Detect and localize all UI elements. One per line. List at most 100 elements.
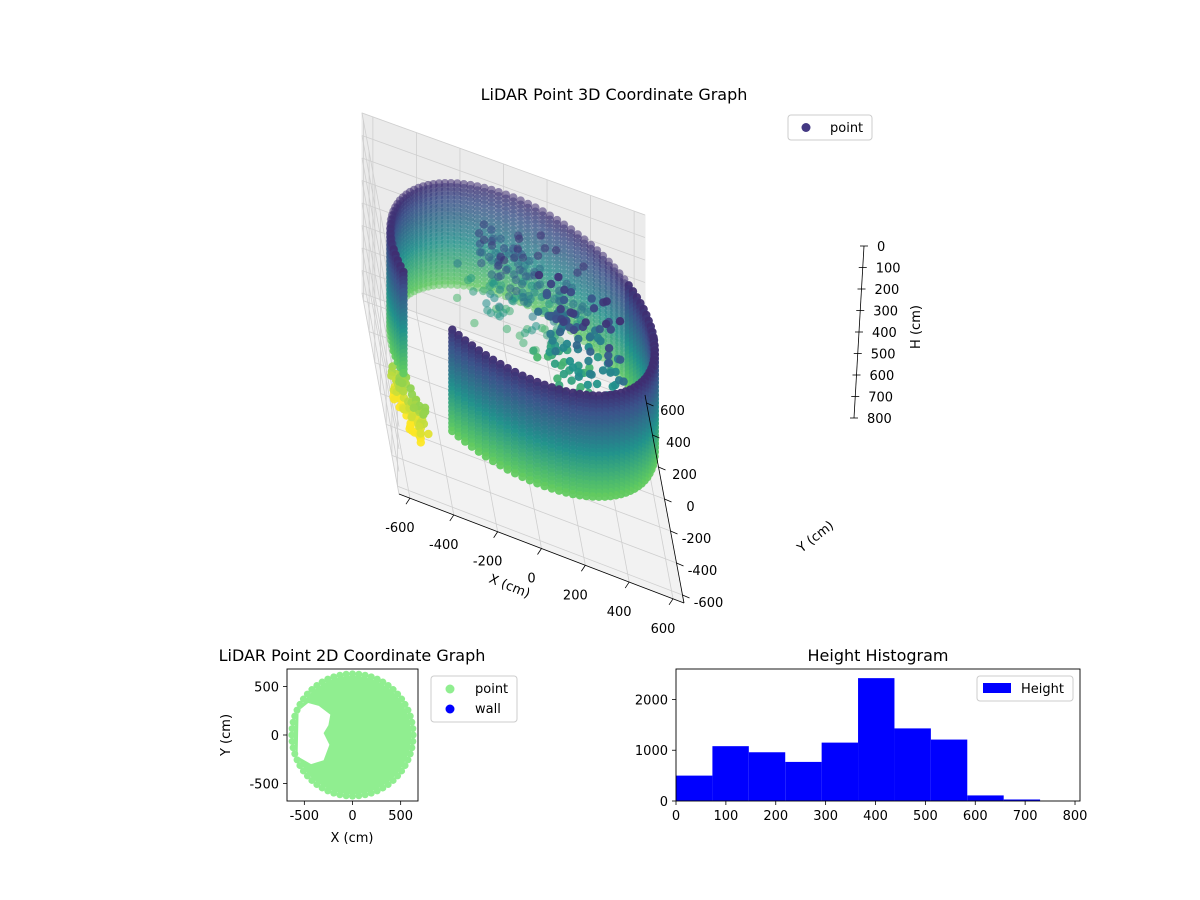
point-3d	[595, 325, 604, 334]
point-3d	[407, 412, 416, 422]
point-3d	[454, 432, 463, 441]
z-tick-label: 300	[873, 305, 898, 320]
point-3d	[553, 374, 562, 383]
y-tick-label: 0	[271, 729, 279, 744]
point-3d	[511, 275, 521, 285]
point-3d	[474, 447, 484, 456]
point-3d	[601, 319, 611, 329]
chart-2d-legend-point-marker	[445, 684, 455, 694]
z-tick-label: 400	[872, 326, 897, 341]
point-3d	[573, 268, 582, 277]
point-3d	[399, 368, 408, 378]
point-3d	[479, 220, 488, 229]
point-3d	[568, 489, 578, 499]
point-3d	[461, 437, 470, 446]
x-tick-label: 0	[348, 809, 356, 824]
y-tick-mark	[682, 594, 690, 599]
chart-3d-legend: point	[787, 114, 873, 141]
point-2d	[406, 712, 414, 720]
point-3d	[520, 328, 530, 338]
point-3d	[588, 492, 597, 501]
point-2d	[336, 671, 344, 679]
point-3d	[615, 317, 625, 326]
x-tick-mark	[405, 497, 411, 505]
point-3d	[486, 289, 495, 299]
point-3d	[515, 265, 524, 275]
point-3d	[409, 403, 418, 412]
point-2d	[342, 670, 350, 678]
y-tick-label: 2000	[635, 693, 668, 708]
point-2d	[288, 737, 296, 745]
point-2d	[379, 678, 387, 686]
chart-2d-ylabel: Y (cm)	[219, 714, 234, 757]
chart-3d-xlabel: X (cm)	[487, 572, 532, 602]
y-tick-label: -400	[688, 564, 718, 579]
point-2d	[349, 792, 356, 800]
point-3d	[496, 234, 505, 243]
point-3d	[583, 380, 592, 390]
point-3d	[486, 308, 496, 318]
x-tick-label: 300	[813, 809, 838, 824]
point-2d	[313, 682, 321, 690]
point-3d	[529, 346, 538, 355]
point-3d	[533, 251, 543, 260]
point-3d	[453, 280, 462, 289]
x-tick-mark	[624, 581, 630, 589]
point-2d	[308, 776, 316, 784]
y-tick-label: 400	[666, 436, 691, 451]
y-tick-mark	[676, 562, 684, 567]
chart-2d-legend-point-label: point	[475, 682, 508, 697]
point-3d	[589, 304, 599, 313]
point-2d	[288, 731, 296, 739]
point-3d	[474, 229, 484, 238]
point-3d	[484, 252, 494, 262]
point-2d	[313, 780, 321, 788]
point-2d	[291, 712, 299, 720]
point-3d	[452, 293, 462, 303]
x-tick-mark	[449, 514, 455, 522]
point-3d	[542, 288, 551, 298]
x-tick-mark	[668, 598, 674, 606]
y-tick-label: -600	[694, 596, 724, 611]
z-tick-label: 0	[877, 240, 885, 255]
point-3d	[419, 410, 428, 419]
point-3d	[453, 259, 462, 268]
point-3d	[596, 336, 605, 346]
chart-histogram-title: Height Histogram	[808, 646, 949, 665]
point-3d	[481, 452, 491, 461]
y-tick-label: -200	[682, 532, 712, 547]
point-2d	[289, 744, 297, 752]
point-2d	[303, 690, 311, 698]
chart-3d-title: LiDAR Point 3D Coordinate Graph	[481, 85, 748, 104]
z-tick-label: 500	[871, 348, 896, 363]
point-2d	[394, 690, 402, 698]
point-3d	[575, 491, 584, 500]
point-3d	[533, 479, 542, 488]
point-2d	[373, 675, 381, 683]
point-3d	[390, 395, 399, 404]
point-2d	[330, 673, 338, 681]
point-3d	[494, 272, 503, 282]
grid-z-left	[361, 247, 400, 450]
point-2d	[394, 772, 402, 780]
z-tick-label: 600	[870, 369, 895, 384]
histogram-bar	[858, 678, 895, 801]
point-3d	[482, 299, 491, 308]
y-tick-label: 200	[672, 468, 697, 483]
point-3d	[519, 338, 528, 348]
grid-y-floor	[397, 485, 683, 596]
chart-2d: LiDAR Point 2D Coordinate Graph -500 0 500…	[219, 646, 518, 846]
point-3d	[582, 491, 591, 501]
point-3d	[536, 231, 545, 240]
point-3d	[424, 429, 433, 439]
point-2d	[409, 731, 417, 739]
point-3d	[604, 358, 614, 367]
y-tick-mark	[646, 402, 654, 407]
chart-2d-legend: point wall	[430, 675, 518, 723]
grid-z-back	[361, 112, 646, 216]
point-2d	[303, 772, 311, 780]
point-3d	[606, 325, 615, 334]
point-3d	[502, 265, 511, 275]
point-3d	[554, 272, 563, 282]
z-tick-label: 800	[867, 412, 892, 427]
